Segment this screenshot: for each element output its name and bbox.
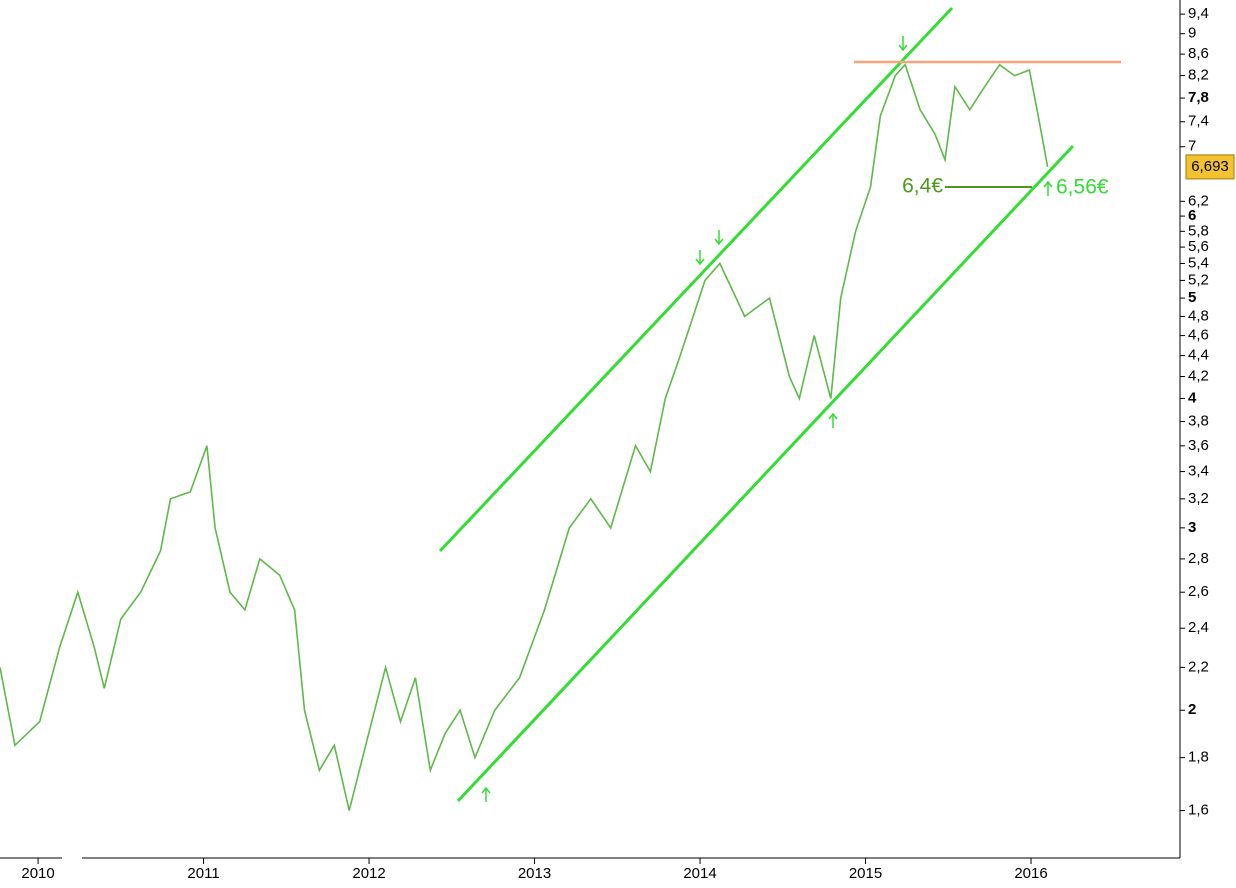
y-tick-label: 8,6 — [1188, 45, 1209, 62]
y-tick-label: 3 — [1188, 519, 1196, 536]
y-tick-label: 3,2 — [1188, 490, 1209, 507]
y-tick-label: 5 — [1188, 289, 1196, 306]
y-tick-label: 6,2 — [1188, 192, 1209, 209]
channel — [438, 6, 1075, 803]
y-tick-label: 8,2 — [1188, 67, 1209, 84]
y-tick-label: 3,6 — [1188, 437, 1209, 454]
support-label: 6,4€ — [902, 175, 943, 198]
arrow-up — [1043, 180, 1053, 196]
arrow-down — [898, 36, 908, 52]
y-tick-label: 5,4 — [1188, 254, 1209, 271]
x-tick-label: 2011 — [187, 865, 219, 882]
y-tick-label: 4,6 — [1188, 327, 1209, 344]
y-tick-label: 7 — [1188, 138, 1196, 155]
y-tick-label: 5,6 — [1188, 238, 1209, 255]
y-tick-label: 7,4 — [1188, 113, 1209, 130]
arrows — [481, 36, 1053, 802]
y-tick-label: 9,4 — [1188, 5, 1209, 22]
x-tick-label: 2012 — [352, 865, 385, 882]
y-tick-label: 7,8 — [1188, 89, 1209, 106]
x-tick-label: 2010 — [21, 865, 54, 882]
y-tick-label: 3,4 — [1188, 463, 1209, 480]
last-price-box — [1185, 154, 1235, 180]
y-tick-label: 1,6 — [1188, 802, 1209, 819]
arrow-up — [481, 786, 491, 802]
y-tick-label: 2,8 — [1188, 550, 1209, 567]
x-tick-label: 2013 — [518, 865, 551, 882]
channel-upper — [438, 6, 954, 553]
arrow-down — [714, 230, 724, 246]
x-tick-label: 2014 — [683, 865, 716, 882]
y-tick-label: 5,2 — [1188, 271, 1209, 288]
y-tick-label: 2,2 — [1188, 658, 1209, 675]
x-tick-label: 2016 — [1014, 865, 1047, 882]
y-tick-label: 4,4 — [1188, 347, 1209, 364]
y-tick-label: 2 — [1188, 701, 1196, 718]
y-tick-label: 4,8 — [1188, 307, 1209, 324]
y-tick-label: 9 — [1188, 25, 1196, 42]
arrow-up — [828, 412, 838, 428]
y-tick-label: 2,6 — [1188, 583, 1209, 600]
y-tick-label: 5,8 — [1188, 222, 1209, 239]
price-line — [0, 63, 1049, 811]
y-tick-label: 1,8 — [1188, 749, 1209, 766]
arrow-down — [695, 250, 705, 266]
y-tick-label: 4,2 — [1188, 367, 1209, 384]
y-tick-label: 3,8 — [1188, 412, 1209, 429]
channel-lower — [456, 144, 1075, 803]
y-tick-label: 2,4 — [1188, 619, 1209, 636]
x-tick-label: 2015 — [849, 865, 882, 882]
y-tick-label: 6 — [1188, 207, 1196, 224]
target-label: 6,56€ — [1056, 175, 1109, 198]
y-tick-label: 4 — [1188, 389, 1197, 406]
last-price-label: 6,693 — [1191, 158, 1229, 175]
